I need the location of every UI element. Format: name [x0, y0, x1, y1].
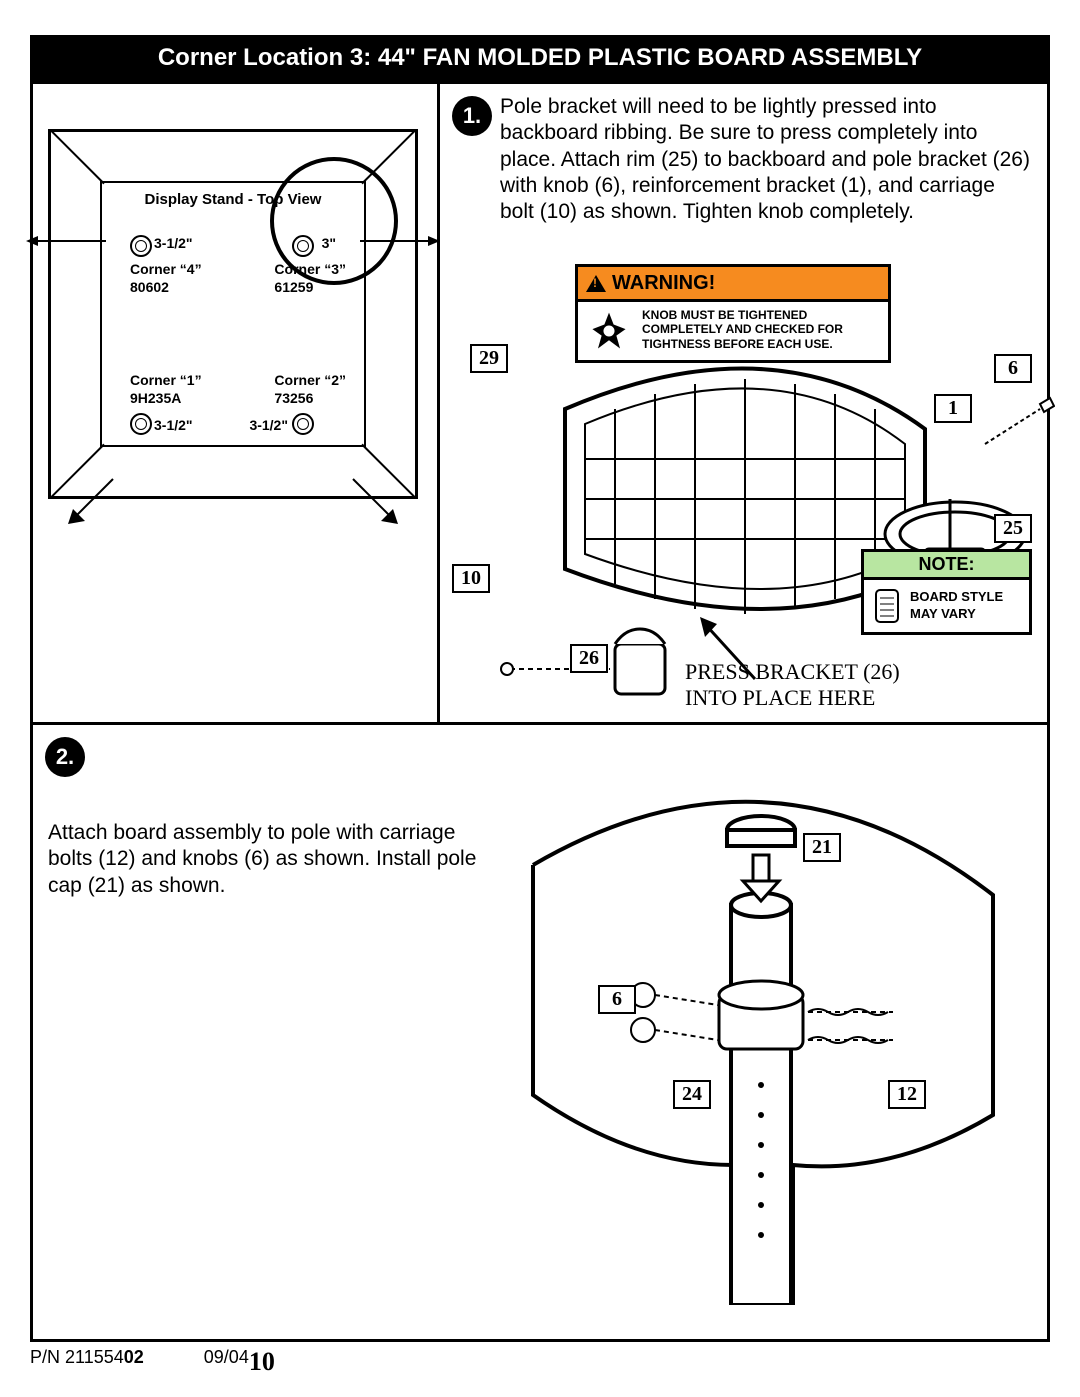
note-body-text: BOARD STYLE MAY VARY — [910, 589, 1021, 623]
callout-10: 10 — [452, 564, 490, 593]
screw-hole-c1 — [130, 413, 152, 435]
press-bracket-note: PRESS BRACKET (26) INTO PLACE HERE — [685, 659, 900, 712]
callout-1: 1 — [934, 394, 972, 423]
label-corner-2: Corner “2” 73256 — [274, 372, 346, 407]
callout-6: 6 — [994, 354, 1032, 383]
knob-icon — [586, 308, 632, 354]
highlight-ring — [270, 157, 398, 285]
callout-6b: 6 — [598, 985, 636, 1014]
step-2-text: Attach board assembly to pole with carri… — [48, 820, 488, 899]
warning-head-text: WARNING! — [612, 272, 715, 295]
panel-step-2: 2. Attach board assembly to pole with ca… — [33, 725, 1047, 1339]
step-2-badge: 2. — [45, 737, 85, 777]
content-frame: Display Stand - Top View 3-1/2" 3" 3-1/2… — [30, 81, 1050, 1342]
note-head: NOTE: — [864, 552, 1029, 580]
footer-date: 09/04 — [204, 1347, 249, 1377]
footer-page-number: 10 — [249, 1347, 275, 1377]
callout-29: 29 — [470, 344, 508, 373]
callout-21: 21 — [803, 833, 841, 862]
warning-body-text: KNOB MUST BE TIGHTENED COMPLETELY AND CH… — [642, 308, 880, 354]
display-stand-diagram: Display Stand - Top View 3-1/2" 3" 3-1/2… — [48, 129, 418, 499]
dim-c2: 3-1/2" — [249, 417, 288, 433]
arrow-c4 — [26, 234, 106, 248]
page: Corner Location 3: 44" FAN MOLDED PLASTI… — [0, 0, 1080, 1397]
arrow-c1 — [63, 469, 123, 529]
callout-26: 26 — [570, 644, 608, 673]
footer-part-number: P/N 21155402 — [30, 1347, 144, 1377]
note-box: NOTE: BOARD STYLE MAY VARY — [861, 549, 1032, 635]
pole-assembly-art — [473, 745, 1033, 1305]
label-corner-4: Corner “4” 80602 — [130, 261, 202, 296]
step-1-badge: 1. — [452, 96, 492, 136]
page-footer: P/N 21155402 09/04 10 — [30, 1347, 1050, 1377]
panel-step-1: 1. Pole bracket will need to be lightly … — [440, 84, 1047, 722]
screw-hole-c2 — [292, 413, 314, 435]
callout-25: 25 — [994, 514, 1032, 543]
arrow-c2 — [343, 469, 403, 529]
label-corner-1: Corner “1” 9H235A — [130, 372, 202, 407]
dim-c4: 3-1/2" — [154, 235, 193, 251]
dim-c1: 3-1/2" — [154, 417, 193, 433]
screw-hole-c4 — [130, 235, 152, 257]
step-1-text: Pole bracket will need to be lightly pre… — [500, 94, 1032, 225]
section-title: Corner Location 3: 44" FAN MOLDED PLASTI… — [30, 35, 1050, 81]
panel-display-stand: Display Stand - Top View 3-1/2" 3" 3-1/2… — [33, 84, 437, 722]
callout-24: 24 — [673, 1080, 711, 1109]
callout-12: 12 — [888, 1080, 926, 1109]
scroll-icon — [872, 586, 902, 626]
warning-triangle-icon — [586, 275, 606, 292]
arrow-c3 — [360, 234, 440, 248]
